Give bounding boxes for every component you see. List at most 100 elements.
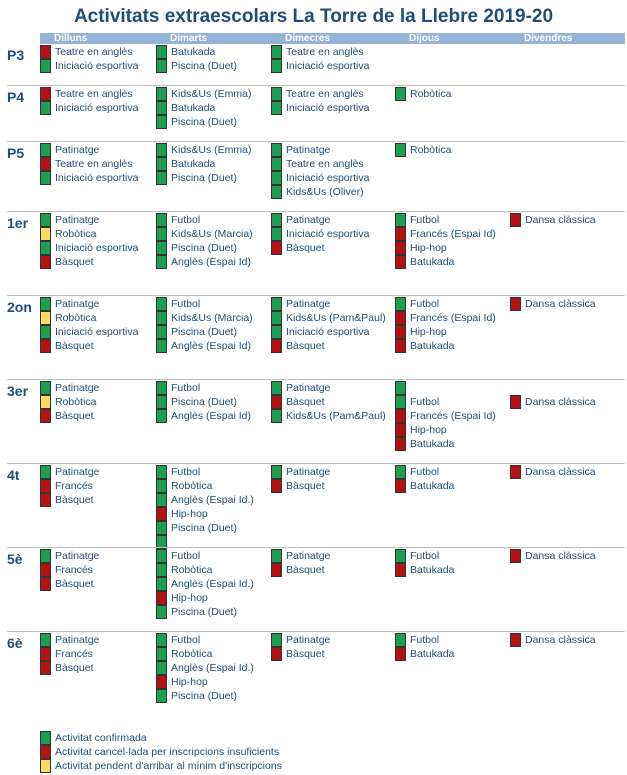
- status-square-confirmed: [271, 297, 282, 311]
- course-label: 2on: [7, 299, 32, 315]
- activity-name: Patinatge: [55, 214, 100, 226]
- activity-name: Piscina (Duet): [171, 690, 237, 702]
- status-square-cancelled: [395, 479, 406, 493]
- activity-name: Francés (Espai Id): [410, 410, 496, 422]
- legend-item-confirmed: Activitat confirmada: [40, 731, 600, 745]
- status-square-cancelled: [395, 325, 406, 339]
- status-square-confirmed: [156, 479, 167, 493]
- activity-name: Bàsquet: [55, 662, 94, 674]
- status-square-cancelled: [271, 563, 282, 577]
- status-square-cancelled: [395, 339, 406, 353]
- activity-name: Bàsquet: [55, 410, 94, 422]
- course-label: P5: [7, 145, 25, 161]
- activity-name: Patinatge: [55, 550, 100, 562]
- status-swatch-cancelled: [40, 745, 51, 759]
- activity-name: Teatre en anglès: [55, 158, 133, 170]
- activity-name: Piscina (Duet): [171, 606, 237, 618]
- activity-name: Dansa clàssica: [525, 298, 596, 310]
- day-header-thursday: Dijous: [409, 33, 440, 44]
- activity-name: Batukada: [410, 564, 455, 576]
- status-square-cancelled: [40, 339, 51, 353]
- activity-name: Futbol: [171, 214, 201, 226]
- status-square-cancelled: [40, 87, 51, 101]
- course-separator: [7, 463, 625, 464]
- course-label: 4t: [7, 467, 20, 483]
- activity-name: Batukada: [410, 340, 455, 352]
- activity-name: Iniciació esportiva: [55, 326, 139, 338]
- course-label: P4: [7, 89, 25, 105]
- status-square-cancelled: [40, 577, 51, 591]
- day-header-band: [40, 33, 625, 44]
- status-square-confirmed: [156, 633, 167, 647]
- status-square-cancelled: [271, 479, 282, 493]
- activity-name: Bàsquet: [286, 396, 325, 408]
- page-title: Activitats extraescolars La Torre de la …: [73, 6, 554, 27]
- status-square-confirmed: [271, 185, 282, 199]
- legend-item-cancelled: Activitat cancel·lada per inscripcions i…: [40, 745, 600, 759]
- activity-name: Iniciació esportiva: [55, 172, 139, 184]
- activity-name: Piscina (Duet): [171, 242, 237, 254]
- status-square-cancelled: [40, 45, 51, 59]
- activity-name: Teatre en anglès: [55, 88, 133, 100]
- status-swatch-pending: [40, 759, 51, 773]
- activity-name: Batukada: [410, 256, 455, 268]
- status-square-confirmed: [156, 395, 167, 409]
- status-square-cancelled: [395, 255, 406, 269]
- activity-name: Iniciació esportiva: [286, 172, 370, 184]
- status-square-confirmed: [40, 143, 51, 157]
- status-square-cancelled: [395, 409, 406, 423]
- status-square-confirmed: [156, 311, 167, 325]
- activity-name: Bàsquet: [286, 340, 325, 352]
- status-square-cancelled: [271, 241, 282, 255]
- status-square-confirmed: [271, 381, 282, 395]
- activity-name: Futbol: [410, 298, 440, 310]
- activity-name: Kids&Us (Marcia): [171, 312, 253, 324]
- course-separator: [7, 211, 625, 212]
- status-square-confirmed: [40, 59, 51, 73]
- activity-name: Patinatge: [286, 144, 331, 156]
- course-label: P3: [7, 47, 25, 63]
- legend-label-cancelled: Activitat cancel·lada per inscripcions i…: [55, 746, 280, 758]
- activity-name: Teatre en anglès: [55, 46, 133, 58]
- status-square-cancelled: [395, 241, 406, 255]
- status-square-cancelled: [40, 493, 51, 507]
- activity-name: Bàsquet: [55, 494, 94, 506]
- activity-name: Iniciació esportiva: [286, 228, 370, 240]
- status-square-confirmed: [271, 465, 282, 479]
- activity-name: Robòtica: [171, 564, 213, 576]
- status-square-confirmed: [156, 465, 167, 479]
- status-square-cancelled: [271, 339, 282, 353]
- status-square-confirmed: [271, 45, 282, 59]
- status-square-confirmed: [40, 381, 51, 395]
- status-square-confirmed: [395, 395, 406, 409]
- status-square-confirmed: [395, 297, 406, 311]
- status-square-cancelled: [40, 479, 51, 493]
- status-square-cancelled: [510, 213, 521, 227]
- course-separator: [7, 547, 625, 548]
- status-square-confirmed: [156, 325, 167, 339]
- status-square-cancelled: [271, 647, 282, 661]
- legend-label-confirmed: Activitat confirmada: [55, 732, 147, 744]
- status-square-confirmed: [156, 45, 167, 59]
- status-square-confirmed: [271, 325, 282, 339]
- status-square-confirmed: [40, 297, 51, 311]
- activity-name: Teatre en anglès: [286, 46, 364, 58]
- status-square-cancelled: [395, 423, 406, 437]
- activity-name: Patinatge: [286, 550, 331, 562]
- status-square-confirmed: [156, 87, 167, 101]
- status-square-cancelled: [40, 409, 51, 423]
- status-square-pending: [40, 311, 51, 325]
- status-square-confirmed: [40, 171, 51, 185]
- course-label: 5è: [7, 551, 23, 567]
- status-square-confirmed: [40, 549, 51, 563]
- course-separator: [7, 85, 625, 86]
- status-square-confirmed: [156, 339, 167, 353]
- course-separator: [7, 295, 625, 296]
- status-square-confirmed: [271, 311, 282, 325]
- course-separator: [7, 631, 625, 632]
- status-swatch-confirmed: [40, 731, 51, 745]
- activity-name: Patinatge: [286, 634, 331, 646]
- activity-name: Anglès (Espai Id): [171, 340, 251, 352]
- activity-name: Bàsquet: [286, 480, 325, 492]
